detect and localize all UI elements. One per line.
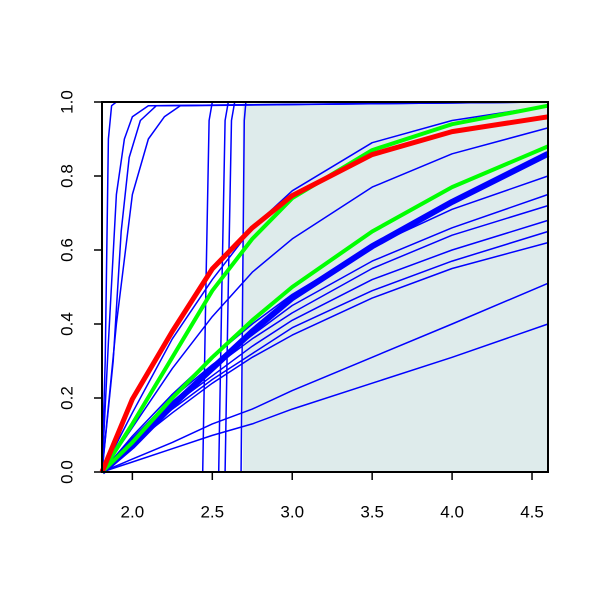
curve — [101, 101, 549, 473]
y-tick-label: 0.0 — [57, 460, 76, 484]
x-tick-label: 2.0 — [121, 502, 145, 521]
curve — [101, 101, 549, 473]
curve — [99, 114, 549, 473]
x-tick-label: 2.5 — [200, 502, 224, 521]
curve — [101, 323, 549, 473]
curve — [101, 127, 549, 473]
x-tick-label: 4.0 — [440, 502, 464, 521]
curve — [100, 103, 549, 474]
y-tick-label: 0.8 — [57, 164, 76, 188]
shaded-region — [242, 102, 548, 472]
curve — [101, 175, 549, 473]
x-tick-label: 4.5 — [520, 502, 544, 521]
plot-box — [101, 101, 549, 473]
curve — [101, 282, 549, 473]
curve — [100, 151, 550, 475]
curve — [100, 144, 549, 474]
x-tick-label: 3.5 — [360, 502, 384, 521]
y-tick-label: 1.0 — [57, 90, 76, 114]
y-tick-label: 0.2 — [57, 386, 76, 410]
x-tick-label: 3.0 — [280, 502, 304, 521]
y-tick-label: 0.4 — [57, 312, 76, 336]
y-tick-label: 0.6 — [57, 238, 76, 262]
